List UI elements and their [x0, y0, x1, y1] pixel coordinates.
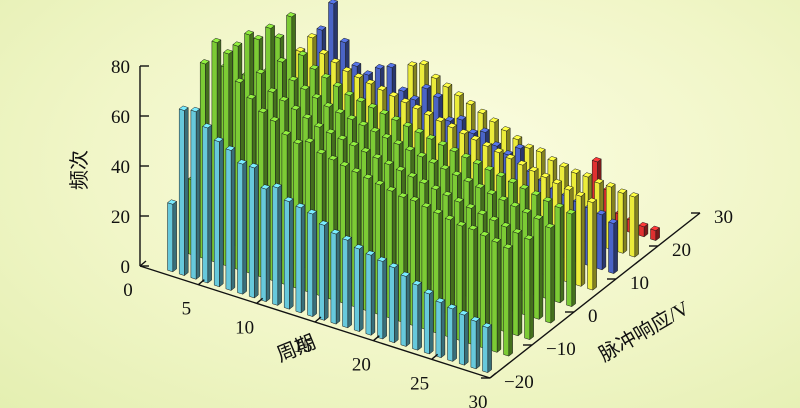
bar-s-19-x5 [201, 123, 213, 284]
x-tick-label: 30 [469, 392, 488, 408]
y-axis-line [489, 212, 701, 379]
bar-s-19-x24 [423, 289, 434, 355]
x-tick [372, 335, 380, 342]
bar-s-19-x21 [388, 262, 399, 344]
bar-s-14-x26 [467, 225, 479, 346]
bar-s-9-x29 [523, 234, 535, 341]
bar-s-14-x29 [502, 243, 514, 357]
bars-layer [166, 0, 661, 374]
bar-s-9-x28 [512, 228, 523, 337]
bar-s-19-x15 [318, 220, 329, 321]
bar-s1-x29 [565, 209, 577, 308]
bar-s-19-x11 [271, 183, 283, 306]
x-tick [197, 279, 205, 286]
bar-s11-x28 [596, 210, 607, 271]
y-tick-label: −10 [546, 339, 576, 360]
y-tick-label: 20 [672, 240, 691, 261]
bar-s-19-x6 [213, 136, 224, 288]
x-tick [314, 316, 322, 323]
z-tick-label: 60 [111, 107, 130, 128]
x-tick [139, 260, 147, 267]
x-tick-label: 0 [123, 280, 133, 301]
bar-s-14-x27 [479, 231, 490, 350]
bar-s16-x28 [617, 188, 628, 254]
bar-s6-x29 [586, 197, 598, 291]
bar-s-19-x20 [376, 256, 388, 340]
bar-s-19-x14 [306, 209, 318, 318]
z-tick-label: 0 [121, 257, 131, 278]
bar-s11-x29 [607, 218, 619, 275]
y-tick-label: 0 [588, 306, 598, 327]
bar-s1-x28 [554, 203, 565, 304]
z-tick-label: 80 [111, 57, 130, 78]
bar-s-19-x18 [353, 244, 364, 333]
bar-s-19-x4 [190, 106, 201, 280]
bar-s6-x28 [575, 191, 586, 287]
bar-s-19-x10 [260, 184, 271, 303]
x-tick-label: 25 [410, 373, 429, 394]
z-tick-label: 40 [111, 157, 130, 178]
x-tick-label: 15 [294, 336, 313, 357]
z-axis-title: 频次 [68, 150, 91, 190]
x-tick [489, 372, 497, 379]
bar-s-19-x19 [365, 250, 376, 336]
x-axis-title: 周期 [274, 331, 319, 366]
bar-s-14-x28 [491, 237, 502, 353]
x-tick [256, 297, 264, 304]
bar-s-19-x16 [330, 229, 341, 325]
bar-s-19-x28 [470, 316, 481, 370]
bar-s-4-x28 [533, 214, 544, 320]
bar-s-19-x22 [400, 271, 411, 348]
bar-s-19-x25 [435, 297, 446, 359]
bar-s-19-x12 [283, 196, 294, 310]
y-tick-label: 30 [714, 207, 733, 228]
bar-s-19-x9 [248, 163, 259, 299]
bar-s-19-x27 [458, 310, 469, 366]
x-tick-label: 10 [235, 317, 254, 338]
bar-s21-x28 [638, 222, 649, 238]
x-tick-label: 20 [352, 355, 371, 376]
bar-s-19-x26 [446, 304, 458, 362]
x-tick-label: 5 [182, 299, 192, 320]
bar-s-19-x7 [225, 145, 236, 292]
bar-s-19-x2 [166, 199, 178, 273]
bar-s-4-x29 [544, 223, 556, 324]
bar-s21-x29 [649, 225, 661, 242]
y-axis-title: 脉冲响应/V [595, 296, 694, 366]
bar-s-19-x17 [341, 235, 353, 329]
x-tick [431, 353, 439, 360]
y-tick-label: 10 [630, 273, 649, 294]
bar-s16-x29 [628, 192, 640, 258]
z-tick-label: 20 [111, 207, 130, 228]
axes-layer: 0 20 40 60 80 0 5 10 15 20 25 30 −20 −10 0 10 20 30 [111, 57, 733, 408]
bar-s-19-x3 [178, 105, 189, 277]
bar-s-19-x29 [481, 322, 493, 374]
bar-s-19-x23 [411, 280, 423, 351]
bar-s-19-x8 [236, 159, 248, 295]
y-tick-label: −20 [504, 372, 534, 393]
bar-s-19-x13 [295, 203, 306, 314]
